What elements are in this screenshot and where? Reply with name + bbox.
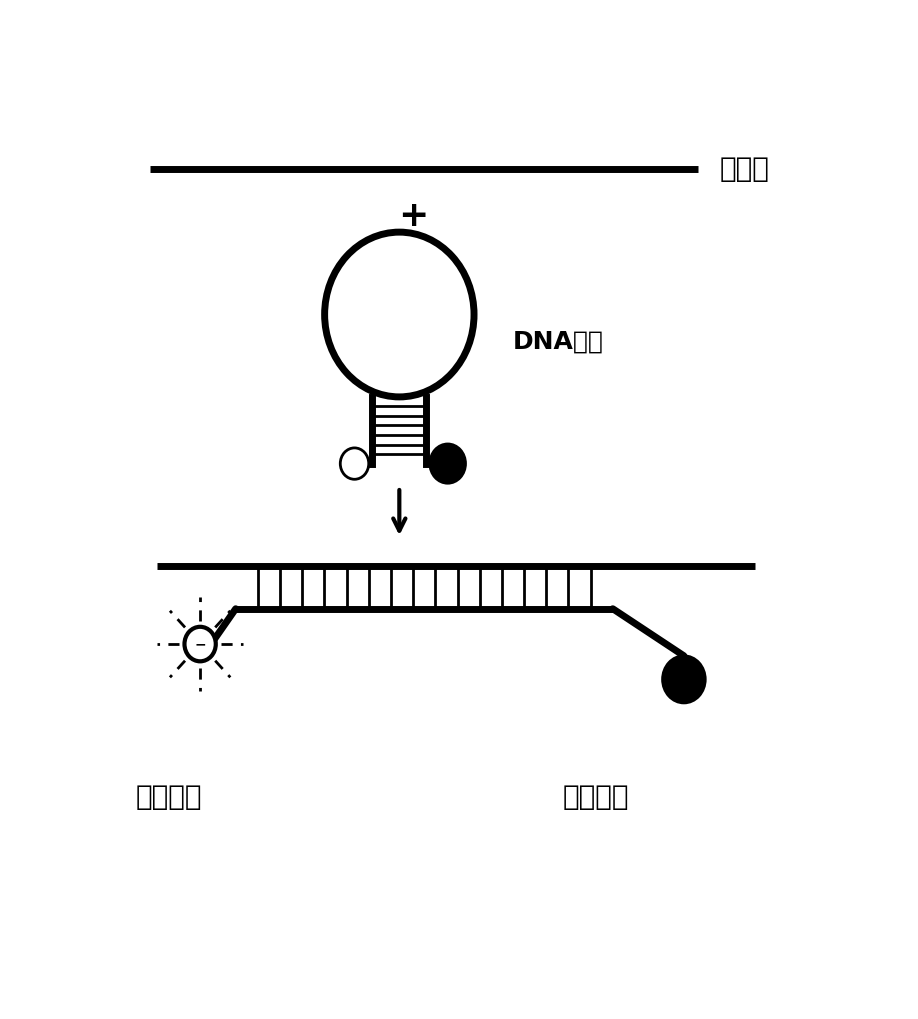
Circle shape bbox=[430, 444, 465, 483]
Text: −: − bbox=[195, 637, 206, 651]
Text: 发光基团: 发光基团 bbox=[136, 783, 203, 811]
Text: +: + bbox=[398, 200, 429, 233]
Circle shape bbox=[185, 627, 216, 661]
Text: 靶基因: 靶基因 bbox=[720, 155, 769, 183]
Circle shape bbox=[341, 448, 369, 479]
Text: DNA探针: DNA探针 bbox=[513, 330, 604, 354]
Text: 淬灭基团: 淬灭基团 bbox=[563, 783, 630, 811]
Circle shape bbox=[663, 656, 705, 703]
